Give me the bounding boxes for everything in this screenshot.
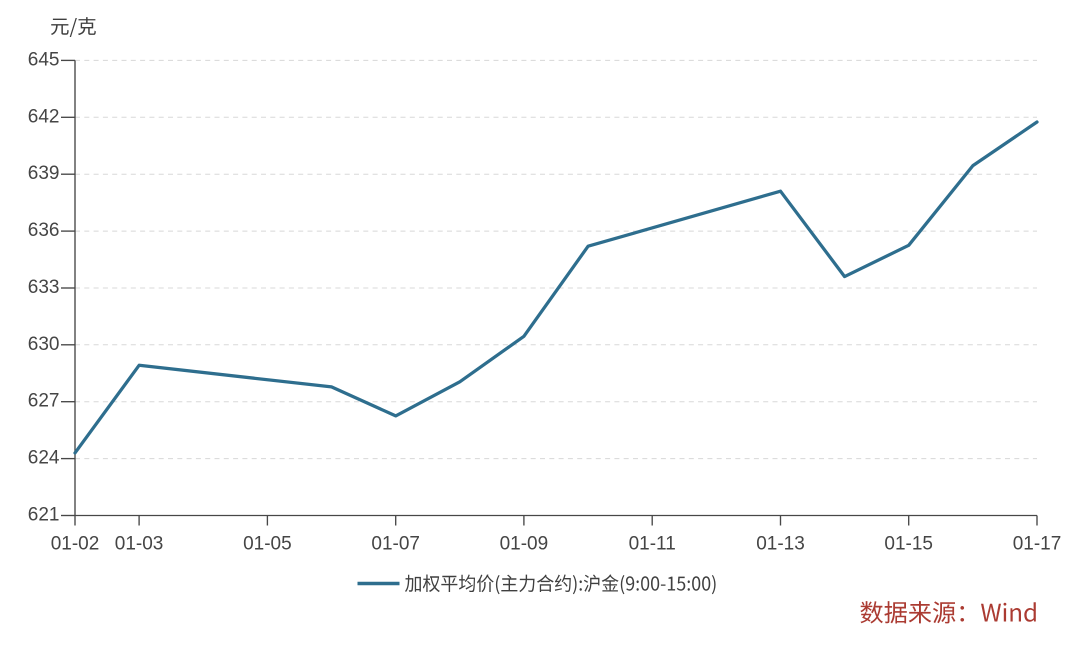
svg-text:636: 636 xyxy=(28,220,60,241)
svg-text:01-02: 01-02 xyxy=(51,534,100,555)
svg-text:639: 639 xyxy=(28,163,60,184)
svg-text:645: 645 xyxy=(28,49,60,70)
svg-text:01-17: 01-17 xyxy=(1013,534,1062,555)
svg-text:01-09: 01-09 xyxy=(500,534,549,555)
svg-text:01-11: 01-11 xyxy=(629,534,676,555)
svg-text:642: 642 xyxy=(28,106,60,127)
svg-text:633: 633 xyxy=(28,277,60,298)
svg-text:01-05: 01-05 xyxy=(243,534,292,555)
svg-text:621: 621 xyxy=(28,505,60,526)
svg-text:627: 627 xyxy=(28,391,60,412)
svg-text:01-15: 01-15 xyxy=(884,534,933,555)
svg-text:624: 624 xyxy=(28,448,60,469)
svg-text:01-03: 01-03 xyxy=(115,534,164,555)
svg-text:01-13: 01-13 xyxy=(756,534,805,555)
svg-text:630: 630 xyxy=(28,334,60,355)
svg-text:01-07: 01-07 xyxy=(371,534,420,555)
